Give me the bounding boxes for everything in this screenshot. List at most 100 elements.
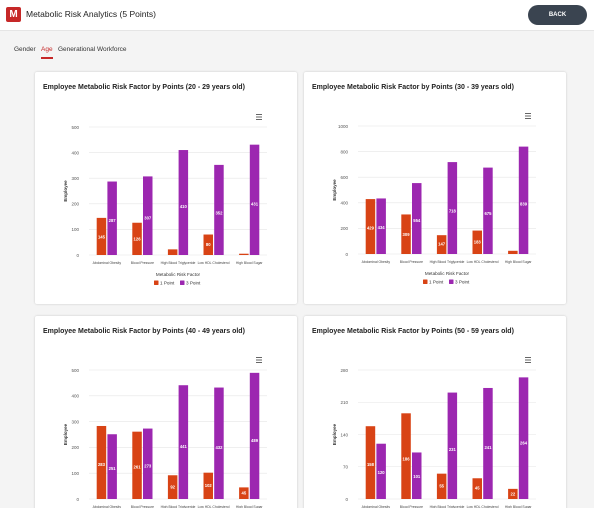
chart-title: Employee Metabolic Risk Factor by Points… [312, 328, 514, 335]
y-tick-label: 400 [71, 150, 79, 155]
x-tick-label: Blood Pressure [131, 505, 154, 508]
y-tick-label: 210 [340, 400, 348, 405]
y-axis-title: Employee [63, 423, 68, 445]
bar-3-point [178, 150, 189, 255]
menu-line [525, 359, 531, 361]
bar-1-point [239, 487, 249, 499]
bar-3-point [483, 387, 493, 499]
y-tick-label: 400 [340, 201, 348, 206]
bar-1-point [96, 425, 107, 499]
bar-1-point [508, 488, 518, 499]
data-label: 183 [474, 239, 482, 244]
x-tick-label: Abdominal Obesity [93, 261, 122, 265]
x-tick-label: Low HDL Cholesterol [198, 505, 230, 508]
y-tick-label: 800 [340, 149, 348, 154]
bar-3-point [107, 434, 117, 499]
bar-1-point [132, 222, 142, 255]
tab-generational-workforce[interactable]: Generational Workforce [58, 46, 127, 53]
legend-label: 1 Point [160, 281, 175, 286]
bar-1-point [203, 234, 213, 255]
data-label: 307 [144, 216, 152, 221]
x-tick-label: High Blood Sugar [236, 261, 263, 265]
menu-line [256, 116, 262, 118]
app-header: M Metabolic Risk Analytics (5 Points) BA… [0, 0, 594, 31]
hamburger-menu-icon[interactable] [525, 357, 531, 363]
bar-1-point [436, 235, 447, 254]
bar-1-point [436, 473, 447, 499]
chart-title: Employee Metabolic Risk Factor by Points… [43, 84, 245, 91]
bar-1-point [239, 253, 249, 255]
data-label: 431 [251, 201, 259, 206]
y-tick-label: 100 [71, 471, 79, 476]
menu-line [256, 357, 262, 358]
data-label: 251 [109, 466, 117, 471]
x-tick-label: High Blood Sugar [236, 505, 263, 508]
menu-line [256, 362, 262, 363]
data-label: 22 [511, 491, 516, 496]
page-title: Metabolic Risk Analytics (5 Points) [26, 9, 156, 19]
y-tick-label: 300 [71, 419, 79, 424]
bar-1-point [508, 250, 518, 254]
y-tick-label: 200 [71, 202, 79, 207]
app-logo: M [6, 7, 21, 22]
chart-title: Employee Metabolic Risk Factor by Points… [312, 84, 514, 91]
bar-1-point [365, 426, 376, 499]
chart-title: Employee Metabolic Risk Factor by Points… [43, 328, 245, 335]
bar-3-point [518, 377, 529, 499]
menu-line [256, 359, 262, 361]
chart-card-30-39: Employee Metabolic Risk Factor by Points… [304, 72, 566, 304]
data-label: 718 [449, 209, 457, 214]
menu-line [525, 115, 531, 117]
y-tick-label: 300 [71, 176, 79, 181]
x-tick-label: High Blood Triglyceride [430, 260, 465, 264]
data-label: 352 [215, 210, 223, 215]
y-axis-title: Employee [332, 179, 337, 201]
menu-line [525, 362, 531, 363]
data-label: 261 [134, 465, 142, 470]
bar-3-point [249, 144, 260, 255]
bar-3-point [107, 181, 117, 255]
y-tick-label: 280 [340, 368, 348, 373]
legend-swatch [423, 279, 428, 284]
data-label: 186 [403, 456, 411, 461]
data-label: 489 [251, 438, 259, 443]
data-label: 145 [98, 234, 106, 239]
chart-20-29: 0 100 200 300 400 500 Employee 145 287 Abdominal … [63, 114, 267, 286]
legend-swatch [154, 280, 159, 285]
y-tick-label: 0 [345, 497, 348, 502]
bar-3-point [412, 452, 422, 499]
back-button[interactable]: BACK [528, 5, 587, 25]
y-axis-title: Employee [63, 180, 68, 202]
data-label: 554 [413, 218, 421, 223]
legend-swatch [180, 280, 185, 285]
menu-line [256, 114, 262, 115]
data-label: 158 [367, 462, 375, 467]
data-label: 264 [520, 440, 528, 445]
y-tick-label: 0 [76, 497, 79, 502]
x-tick-label: Blood Pressure [400, 505, 423, 508]
hamburger-menu-icon[interactable] [256, 114, 262, 120]
data-label: 55 [439, 484, 444, 489]
tab-gender[interactable]: Gender [14, 46, 36, 53]
bar-1-point [96, 217, 107, 255]
bar-3-point [447, 162, 458, 254]
y-tick-label: 100 [71, 227, 79, 232]
tab-age[interactable]: Age [41, 46, 53, 59]
x-tick-label: Blood Pressure [131, 261, 154, 265]
hamburger-menu-icon[interactable] [525, 113, 531, 119]
x-tick-label: High Blood Sugar [505, 260, 532, 264]
y-tick-label: 140 [340, 432, 348, 437]
hamburger-menu-icon[interactable] [256, 357, 262, 363]
legend-label: 3 Point [186, 281, 201, 286]
y-tick-label: 500 [71, 125, 79, 130]
legend-swatch [449, 279, 454, 284]
x-tick-label: High Blood Triglyceride [430, 505, 465, 508]
data-label: 80 [206, 242, 211, 247]
bar-3-point [143, 176, 153, 255]
legend-label: 3 Point [455, 280, 470, 285]
y-tick-label: 500 [71, 368, 79, 373]
x-tick-label: Blood Pressure [400, 260, 423, 264]
y-tick-label: 0 [345, 252, 348, 257]
